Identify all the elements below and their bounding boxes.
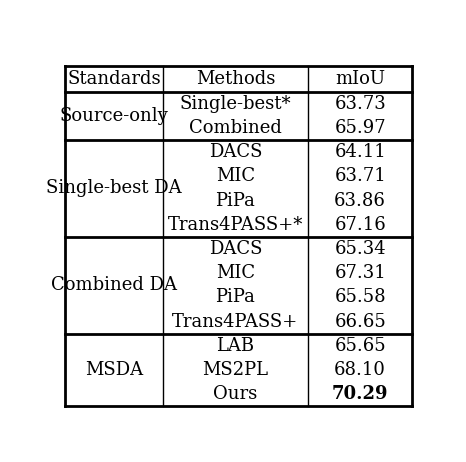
- Text: 65.58: 65.58: [335, 288, 386, 306]
- Text: MIC: MIC: [216, 264, 255, 282]
- Text: 63.71: 63.71: [334, 167, 386, 185]
- Text: 70.29: 70.29: [332, 385, 389, 403]
- Text: Trans4PASS+*: Trans4PASS+*: [168, 216, 303, 234]
- Text: 65.34: 65.34: [335, 240, 386, 258]
- Text: DACS: DACS: [209, 240, 262, 258]
- Text: Source-only: Source-only: [60, 107, 168, 125]
- Text: MS2PL: MS2PL: [202, 361, 268, 379]
- Text: Combined DA: Combined DA: [51, 276, 177, 294]
- Text: 68.10: 68.10: [334, 361, 386, 379]
- Text: 63.86: 63.86: [334, 192, 386, 210]
- Text: Standards: Standards: [67, 70, 161, 88]
- Text: MSDA: MSDA: [85, 361, 143, 379]
- Text: 67.31: 67.31: [334, 264, 386, 282]
- Text: 65.65: 65.65: [335, 337, 386, 355]
- Text: MIC: MIC: [216, 167, 255, 185]
- Text: 67.16: 67.16: [334, 216, 386, 234]
- Text: Methods: Methods: [196, 70, 275, 88]
- Text: Combined: Combined: [189, 119, 282, 137]
- Text: 65.97: 65.97: [335, 119, 386, 137]
- Text: Trans4PASS+: Trans4PASS+: [172, 312, 299, 330]
- Text: 63.73: 63.73: [334, 95, 386, 113]
- Text: LAB: LAB: [216, 337, 254, 355]
- Text: Single-best*: Single-best*: [179, 95, 291, 113]
- Text: PiPa: PiPa: [215, 192, 255, 210]
- Text: PiPa: PiPa: [215, 288, 255, 306]
- Text: Single-best DA: Single-best DA: [46, 179, 182, 197]
- Text: Ours: Ours: [213, 385, 258, 403]
- Text: 66.65: 66.65: [334, 312, 386, 330]
- Text: mIoU: mIoU: [335, 70, 385, 88]
- Text: DACS: DACS: [209, 143, 262, 161]
- Text: 64.11: 64.11: [334, 143, 386, 161]
